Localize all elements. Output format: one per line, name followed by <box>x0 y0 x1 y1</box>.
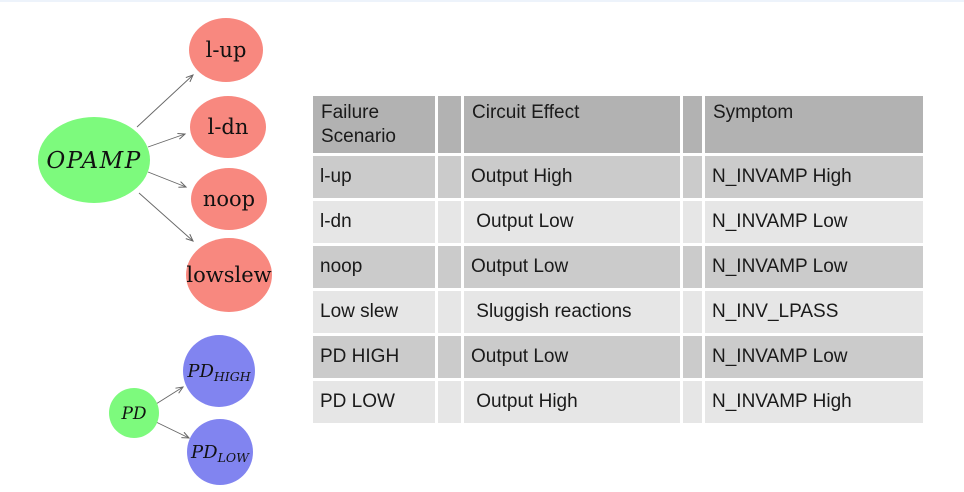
header-spacer-2 <box>683 96 702 153</box>
node-noop-label: noop <box>203 187 255 211</box>
edge-opamp-noop <box>147 171 188 188</box>
row5-spacer-2 <box>683 336 702 378</box>
pd-high-base: PD <box>186 361 214 382</box>
cell-scenario-pd-low: PD LOW <box>313 381 435 423</box>
node-opamp <box>38 117 150 203</box>
edge-opamp-ldn <box>147 132 187 148</box>
cell-symptom-l-dn: N_INVAMP Low <box>705 201 923 243</box>
edge-opamp-lup <box>136 74 194 128</box>
cell-symptom-pd-low: N_INVAMP High <box>705 381 923 423</box>
node-pd-high <box>183 335 255 407</box>
node-pd-label: PD <box>120 404 146 424</box>
cell-symptom-noop: N_INVAMP Low <box>705 246 923 288</box>
header-cell-failure-scenario: Failure Scenario <box>313 96 435 153</box>
node-opamp-label: OPAMP <box>46 148 141 174</box>
row6-spacer-2 <box>683 381 702 423</box>
cell-effect-noop: Output Low <box>464 246 680 288</box>
header-cell-symptom: Symptom <box>705 96 923 153</box>
node-noop <box>191 168 267 230</box>
pd-edges <box>155 386 191 439</box>
failure-table: Failure Scenario Circuit Effect Symptom … <box>313 96 923 423</box>
edge-pd-high <box>155 386 185 405</box>
cell-scenario-low-slew: Low slew <box>313 291 435 333</box>
node-lowslew-label: lowslew <box>186 263 271 287</box>
node-l-up-label: l-up <box>206 38 247 62</box>
row1-spacer-2 <box>683 156 702 198</box>
cell-effect-pd-high: Output Low <box>464 336 680 378</box>
row2-spacer-1 <box>438 201 461 243</box>
row6-spacer-1 <box>438 381 461 423</box>
cell-symptom-low-slew: N_INV_LPASS <box>705 291 923 333</box>
row1-spacer-1 <box>438 156 461 198</box>
row2-spacer-2 <box>683 201 702 243</box>
node-pd <box>109 388 159 438</box>
cell-scenario-l-dn: l-dn <box>313 201 435 243</box>
header-cell-circuit-effect: Circuit Effect <box>464 96 680 153</box>
row4-spacer-2 <box>683 291 702 333</box>
node-l-dn-label: l-dn <box>208 115 249 139</box>
cell-effect-low-slew: Sluggish reactions <box>464 291 680 333</box>
node-lowslew <box>186 238 272 312</box>
node-l-up <box>189 18 263 82</box>
row4-spacer-1 <box>438 291 461 333</box>
cell-effect-pd-low: Output High <box>464 381 680 423</box>
pd-high-subscript: HIGH <box>213 369 252 384</box>
header-spacer-1 <box>438 96 461 153</box>
pd-low-base: PD <box>190 442 218 463</box>
pd-low-subscript: LOW <box>217 450 251 465</box>
node-pd-low <box>187 419 253 485</box>
fault-tree-diagram: OPAMP l-up l-dn noop lowslew PD PDHIGH P… <box>38 18 272 485</box>
cell-symptom-pd-high: N_INVAMP Low <box>705 336 923 378</box>
cell-scenario-l-up: l-up <box>313 156 435 198</box>
opamp-edges <box>136 74 194 242</box>
cell-scenario-pd-high: PD HIGH <box>313 336 435 378</box>
row3-spacer-2 <box>683 246 702 288</box>
cell-effect-l-dn: Output Low <box>464 201 680 243</box>
cell-symptom-l-up: N_INVAMP High <box>705 156 923 198</box>
node-pd-low-label: PDLOW <box>190 442 250 465</box>
node-l-dn <box>190 96 266 158</box>
edge-opamp-lowslew <box>138 192 194 242</box>
node-pd-high-label: PDHIGH <box>186 361 251 384</box>
row3-spacer-1 <box>438 246 461 288</box>
edge-pd-low <box>155 421 191 439</box>
row5-spacer-1 <box>438 336 461 378</box>
slide-top-border <box>0 0 964 2</box>
cell-scenario-noop: noop <box>313 246 435 288</box>
cell-effect-l-up: Output High <box>464 156 680 198</box>
